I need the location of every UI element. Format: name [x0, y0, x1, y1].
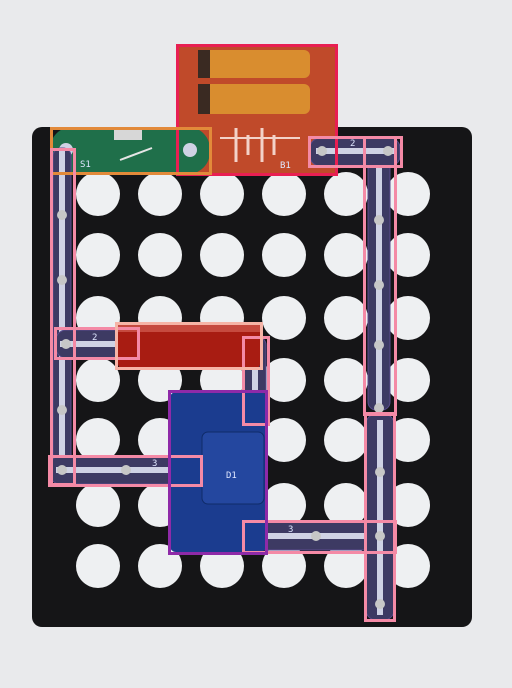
- peg-hole: [324, 233, 368, 277]
- peg-hole: [262, 296, 306, 340]
- blue-module: D1: [170, 392, 266, 552]
- blue-module-label: D1: [226, 471, 237, 481]
- peg-hole: [324, 296, 368, 340]
- peg-hole: [262, 418, 306, 462]
- peg-hole: [324, 358, 368, 402]
- peg-hole: [386, 233, 430, 277]
- peg-hole: [324, 172, 368, 216]
- peg-hole: [324, 418, 368, 462]
- peg-hole: [262, 483, 306, 527]
- wire-bottom-right-label: 3: [288, 525, 293, 535]
- wire-left-vertical: [52, 147, 72, 484]
- peg-hole: [386, 418, 430, 462]
- peg-hole: [386, 296, 430, 340]
- peg-hole: [262, 172, 306, 216]
- peg-hole: [200, 233, 244, 277]
- peg-hole: [138, 233, 182, 277]
- peg-hole: [386, 544, 430, 588]
- battery-label: B1: [280, 161, 291, 171]
- peg-hole: [262, 544, 306, 588]
- peg-hole: [262, 233, 306, 277]
- peg-hole: [200, 544, 244, 588]
- peg-hole: [76, 172, 120, 216]
- switch-part: S1: [50, 127, 210, 174]
- wire-top-right: 2: [309, 137, 401, 167]
- wire-horizontal-mid-label: 2: [92, 333, 97, 343]
- resistor-part: [118, 324, 260, 368]
- peg-hole: [138, 544, 182, 588]
- peg-hole: [76, 483, 120, 527]
- peg-hole: [76, 358, 120, 402]
- peg-hole: [76, 418, 120, 462]
- peg-hole: [324, 544, 368, 588]
- peg-hole: [324, 483, 368, 527]
- peg-hole: [386, 483, 430, 527]
- peg-hole: [76, 544, 120, 588]
- wire-top-right-label: 2: [350, 139, 355, 149]
- switch-label: S1: [80, 160, 91, 170]
- wire-right-vertical: [367, 139, 391, 413]
- wire-bottom-left-label: 3: [152, 459, 157, 469]
- peg-hole: [76, 233, 120, 277]
- peg-hole: [262, 358, 306, 402]
- peg-hole: [138, 172, 182, 216]
- peg-hole: [386, 172, 430, 216]
- peg-hole: [386, 358, 430, 402]
- peg-hole: [200, 172, 244, 216]
- wire-right-lower-vertical: [365, 413, 395, 621]
